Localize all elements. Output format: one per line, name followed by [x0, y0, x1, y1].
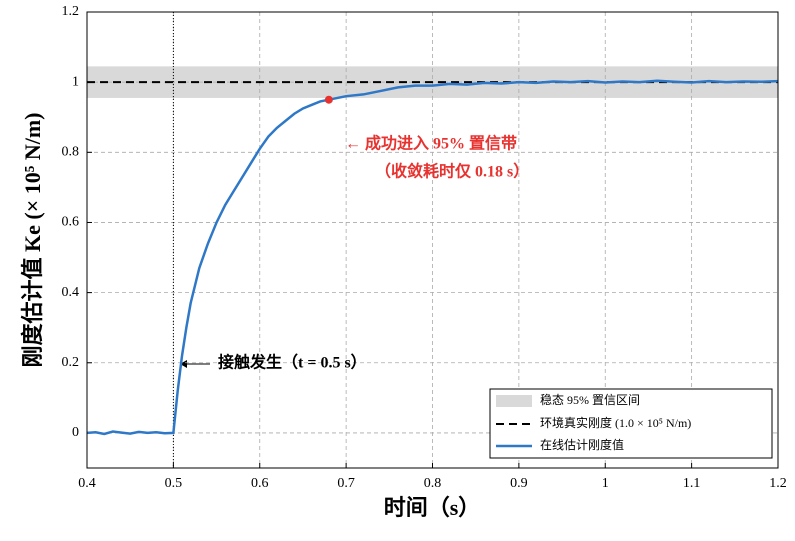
legend-box: [489, 388, 773, 459]
y-tick-label: 0.6: [62, 215, 80, 230]
x-tick-label: 1.1: [683, 476, 701, 491]
y-tick-label: 0.4: [62, 285, 80, 300]
y-tick-label: 0: [72, 425, 79, 440]
x-axis-label: 时间（s）: [384, 495, 481, 520]
highlight-point: [324, 95, 333, 104]
axes-frame: [86, 11, 779, 469]
legend-label: 在线估计刚度值: [540, 437, 624, 452]
y-tick-label: 1.2: [62, 4, 80, 19]
annotation: 接触发生（t = 0.5 s）: [218, 353, 367, 372]
x-tick-label: 0.7: [337, 476, 355, 491]
x-tick-label: 0.5: [165, 476, 183, 491]
x-tick-label: 0.6: [251, 476, 269, 491]
annotation: （收敛耗时仅 0.18 s）: [375, 162, 529, 181]
y-axis-label: 刚度估计值 Ke (× 10⁵ N/m): [20, 113, 45, 368]
legend-label: 环境真实刚度 (1.0 × 10⁵ N/m): [540, 415, 691, 430]
legend-swatch: [496, 395, 532, 407]
annotation-arrowhead: [180, 360, 187, 368]
legend-label: 稳态 95% 置信区间: [540, 392, 640, 407]
x-tick-label: 1.2: [769, 476, 787, 491]
data-line: [86, 79, 779, 436]
x-tick-label: 1: [602, 476, 609, 491]
annotation: ← 成功进入 95% 置信带: [345, 134, 517, 153]
y-tick-label: 0.8: [62, 145, 80, 160]
x-tick-label: 0.9: [510, 476, 528, 491]
y-tick-label: 1: [72, 74, 79, 89]
y-tick-label: 0.2: [62, 355, 80, 370]
x-tick-label: 0.4: [78, 476, 96, 491]
x-tick-label: 0.8: [424, 476, 442, 491]
